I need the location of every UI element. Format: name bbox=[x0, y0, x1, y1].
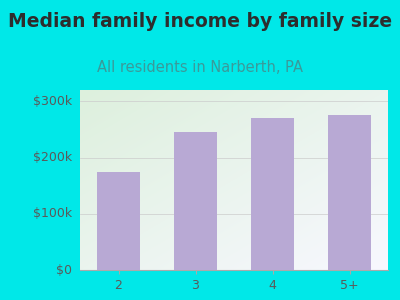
Text: Median family income by family size: Median family income by family size bbox=[8, 12, 392, 31]
Bar bbox=[251, 118, 294, 270]
Text: $200k: $200k bbox=[33, 151, 72, 164]
Bar bbox=[174, 132, 217, 270]
Bar bbox=[328, 115, 371, 270]
Text: All residents in Narberth, PA: All residents in Narberth, PA bbox=[97, 60, 303, 75]
Text: $0: $0 bbox=[56, 263, 72, 277]
Text: $100k: $100k bbox=[33, 207, 72, 220]
Bar bbox=[97, 172, 140, 270]
Text: $300k: $300k bbox=[33, 95, 72, 108]
